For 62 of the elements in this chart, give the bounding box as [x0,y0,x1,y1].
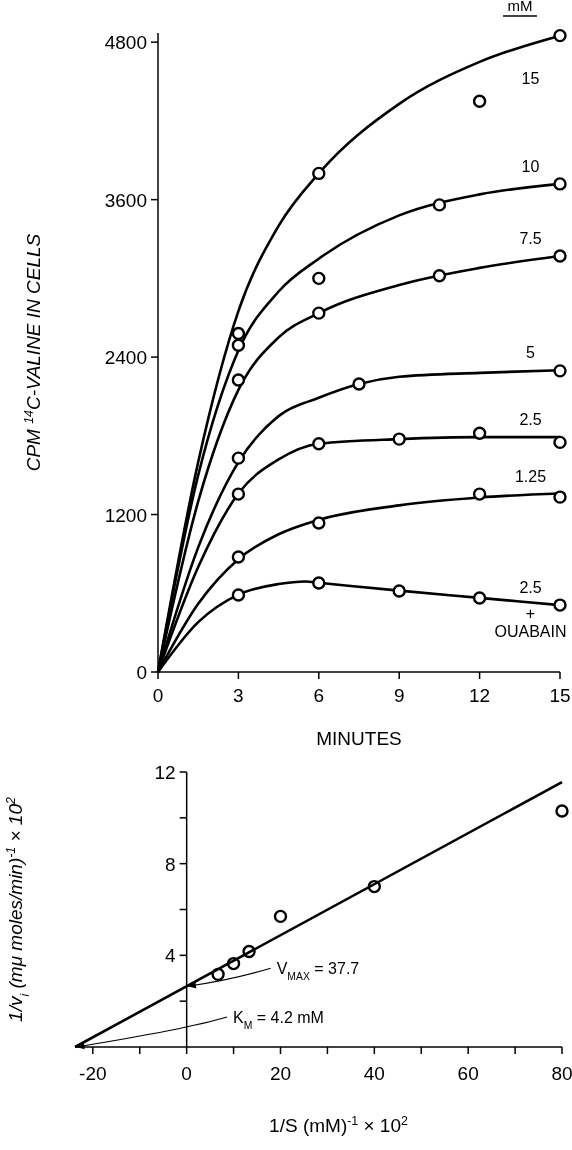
series-label: 2.5 + OUABAIN [494,579,567,641]
series-label: 10 [521,157,540,175]
point [312,306,326,320]
y-tick-label: 0 [136,662,147,683]
series-label: 5 [526,344,536,362]
annotation: K$_{M}$ = 4.2 mM [233,1009,324,1031]
series-label: 7.5 [519,230,542,248]
x-tick-label: 80 [551,1063,572,1084]
x-tick-label: -20 [79,1063,107,1084]
text: mM [507,0,533,14]
x-tick-label: 0 [181,1063,192,1084]
y-tick-label: 8 [165,853,176,875]
series-label: 2.5 [519,411,542,429]
point [392,432,406,446]
point [553,598,567,612]
point [231,326,246,341]
point [472,487,487,501]
point [231,338,246,352]
series-label: 1.25 [514,467,547,485]
point [432,198,447,212]
x-axis-title: MINUTES [316,728,402,749]
y-tick-label: 1200 [104,504,147,526]
point [231,451,246,465]
point [555,804,569,818]
point [312,516,326,530]
series-label: 15 [521,69,540,87]
point [312,436,326,451]
x-tick-label: 12 [469,685,491,706]
point [472,94,487,108]
x-tick-label: 3 [233,685,244,706]
point [352,377,366,391]
x-tick-label: 20 [269,1063,292,1084]
y-tick-label: 3600 [104,189,147,211]
point [392,584,406,598]
y-tick-label: 4 [165,945,177,967]
point [231,588,246,602]
point [231,373,246,387]
y-tick-label: 4800 [104,32,147,54]
point [472,426,487,440]
point [472,591,487,605]
y-tick-label: 2400 [104,347,147,369]
x-tick-label: 60 [457,1063,479,1084]
x-tick-label: 9 [393,685,405,706]
point [312,271,326,286]
point [312,166,326,181]
point [312,576,326,590]
point [553,249,567,263]
point [553,364,567,378]
x-tick-label: 6 [313,685,325,706]
point [553,435,567,450]
y-tick-label: 12 [154,762,176,783]
annotation: V$_{MAX}$ = 37.7 [276,960,360,982]
point [231,487,246,501]
point [432,269,447,283]
x-tick-label: 40 [363,1063,385,1084]
x-tick-label: 15 [549,685,571,706]
point [553,28,567,43]
point [553,177,567,191]
x-axis-title: 1/S (mM)$^{-1}$ × 10$^{2}$ [269,1114,409,1136]
point [273,909,288,924]
point [231,550,246,564]
point [553,490,567,504]
